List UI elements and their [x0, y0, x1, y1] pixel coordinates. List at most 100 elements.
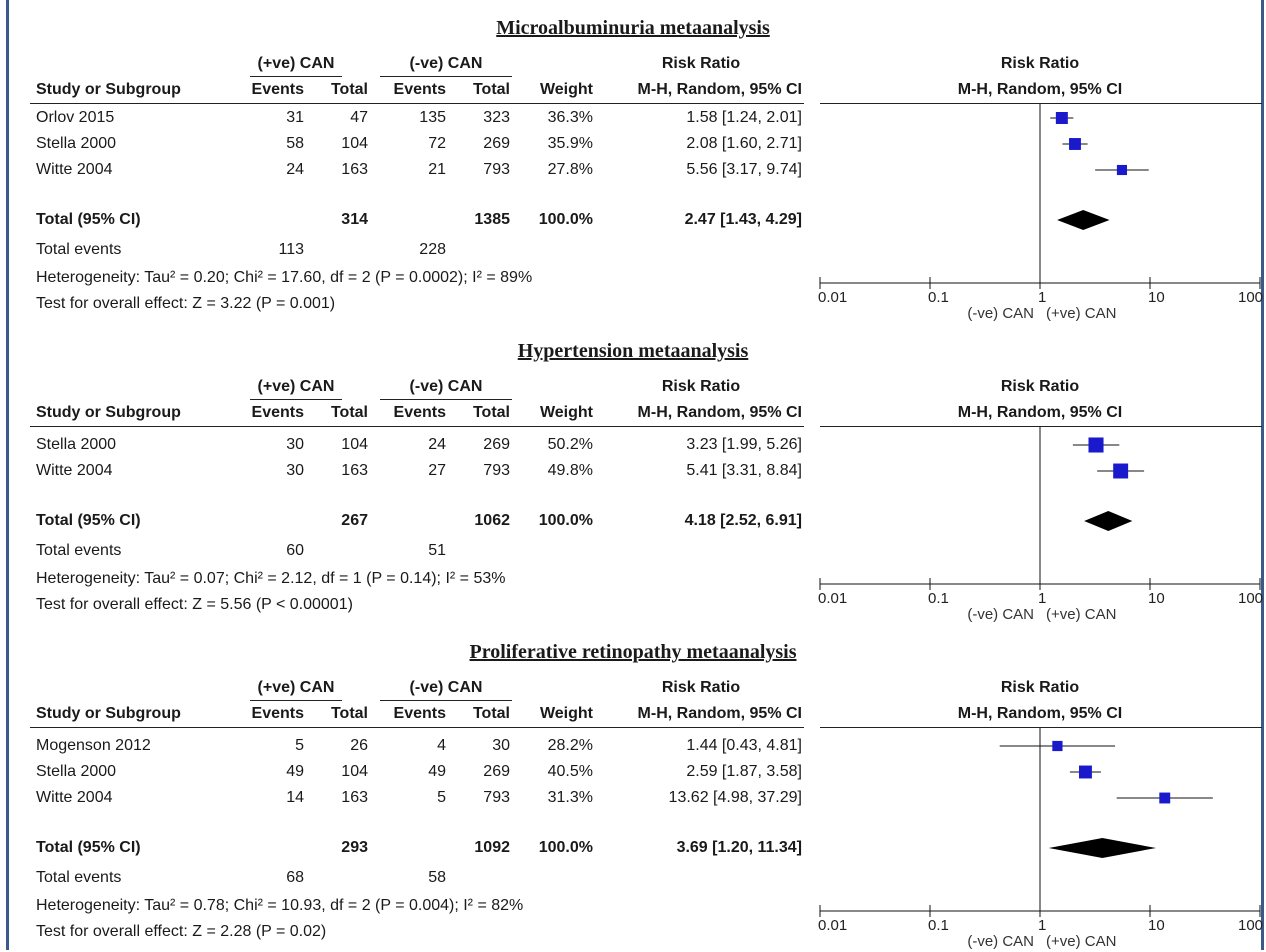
forest-plot: 0.01 0.1 1 10 100 (-ve) CAN (+ve) CAN [818, 104, 1263, 322]
x-tick-label: 0.01 [818, 289, 847, 306]
weight-cell: 27.8% [547, 161, 593, 178]
axis-left-label: (-ve) CAN [967, 606, 1034, 623]
axis-left-label: (-ve) CAN [967, 305, 1034, 322]
events1-cell: 49 [286, 763, 304, 780]
x-tick-label: 100 [1238, 590, 1263, 607]
events2-cell: 135 [419, 109, 446, 126]
total2-cell: 1062 [474, 512, 510, 529]
weight-cell: 50.2% [547, 436, 593, 453]
study-point-square [1069, 138, 1081, 150]
plot-rr-header: Risk Ratio [1000, 679, 1080, 696]
study-point-square [1088, 437, 1104, 453]
x-tick-label: 10 [1148, 590, 1165, 607]
forest-panel-microalbuminuria: Microalbuminuria metaanalysis (+ve) CAN … [0, 0, 1266, 322]
x-tick-label: 0.1 [928, 289, 949, 306]
group1-header: (+ve) CAN [257, 679, 335, 696]
group2-underline [380, 700, 512, 701]
events1-header: Events [251, 81, 304, 98]
figure-frame [6, 0, 1264, 950]
group1-underline [250, 700, 342, 701]
events1-cell: 24 [286, 161, 304, 178]
weight-cell: 28.2% [547, 737, 593, 754]
rr-header: Risk Ratio [661, 679, 741, 696]
total1-header: Total [330, 705, 368, 722]
forest-panel-hypertension: Hypertension metaanalysis (+ve) CAN (-ve… [0, 323, 1266, 641]
ci-cell: 2.08 [1.60, 2.71] [686, 135, 802, 152]
events1-cell: 5 [295, 737, 304, 754]
study-point-square [1113, 463, 1129, 479]
total-weight: 100.0% [538, 512, 593, 529]
pooled-estimate-diamond [1084, 511, 1133, 531]
table-header-rule [30, 103, 804, 104]
study-name: Orlov 2015 [36, 109, 115, 126]
total2-cell: 793 [483, 462, 510, 479]
total-label: Total (95% CI) [36, 512, 141, 529]
weight-cell: 35.9% [547, 135, 593, 152]
total2-cell: 1092 [474, 839, 510, 856]
events1-cell: 58 [286, 135, 304, 152]
x-tick-label: 0.1 [928, 917, 949, 934]
total-label: Total (95% CI) [36, 211, 141, 228]
group1-underline [250, 399, 342, 400]
forest-plot: 0.01 0.1 1 10 100 (-ve) CAN (+ve) CAN [818, 427, 1263, 623]
total-events1: 60 [286, 542, 304, 559]
ci-cell: 1.58 [1.24, 2.01] [686, 109, 802, 126]
heterogeneity-text: Heterogeneity: Tau² = 0.20; Chi² = 17.60… [36, 269, 533, 286]
study-header: Study or Subgroup [36, 404, 181, 421]
total1-header: Total [330, 81, 368, 98]
axis-left-label: (-ve) CAN [967, 933, 1034, 950]
group1-underline [250, 76, 342, 77]
total-events2: 228 [419, 241, 446, 258]
ci-cell: 5.56 [3.17, 9.74] [686, 161, 802, 178]
total1-cell: 163 [341, 161, 368, 178]
events2-cell: 49 [428, 763, 446, 780]
group2-underline [380, 399, 512, 400]
ci-cell: 5.41 [3.31, 8.84] [686, 462, 802, 479]
group1-header: (+ve) CAN [257, 378, 335, 395]
total2-cell: 323 [483, 109, 510, 126]
total1-cell: 104 [341, 436, 368, 453]
total2-cell: 269 [483, 135, 510, 152]
pooled-estimate-diamond [1057, 210, 1110, 230]
study-name: Stella 2000 [36, 135, 117, 152]
total-ci: 3.69 [1.20, 11.34] [676, 839, 802, 856]
group1-header: (+ve) CAN [257, 55, 335, 72]
study-name: Stella 2000 [36, 763, 117, 780]
table-header-rule [30, 426, 804, 427]
table-header-rule [30, 727, 804, 728]
events1-cell: 31 [286, 109, 304, 126]
study-name: Mogenson 2012 [36, 737, 151, 754]
total2-cell: 30 [492, 737, 510, 754]
method-header: M-H, Random, 95% CI [637, 404, 802, 421]
x-tick-label: 1 [1038, 289, 1046, 306]
total-ci: 2.47 [1.43, 4.29] [684, 211, 802, 228]
events2-header: Events [393, 81, 446, 98]
ci-cell: 13.62 [4.98, 37.29] [668, 789, 802, 806]
total1-cell: 163 [341, 462, 368, 479]
rr-header: Risk Ratio [661, 378, 741, 395]
study-point-square [1079, 765, 1092, 779]
x-tick-label: 1 [1038, 917, 1046, 934]
rr-header: Risk Ratio [661, 55, 741, 72]
total1-header: Total [330, 404, 368, 421]
ci-cell: 2.59 [1.87, 3.58] [686, 763, 802, 780]
x-tick-label: 0.01 [818, 590, 847, 607]
x-tick-label: 100 [1238, 917, 1263, 934]
total-ci: 4.18 [2.52, 6.91] [684, 512, 802, 529]
weight-cell: 31.3% [547, 789, 593, 806]
study-header: Study or Subgroup [36, 81, 181, 98]
group2-header: (-ve) CAN [409, 679, 483, 696]
overall-effect-text: Test for overall effect: Z = 2.28 (P = 0… [36, 923, 327, 940]
weight-cell: 40.5% [547, 763, 593, 780]
events2-cell: 4 [437, 737, 446, 754]
weight-header: Weight [539, 81, 593, 98]
events2-header: Events [393, 404, 446, 421]
events1-cell: 30 [286, 462, 304, 479]
study-name: Witte 2004 [36, 462, 113, 479]
plot-method-header: M-H, Random, 95% CI [957, 81, 1123, 98]
total1-cell: 267 [341, 512, 368, 529]
total1-cell: 104 [341, 763, 368, 780]
panel-title: Proliferative retinopathy metaanalysis [469, 641, 797, 663]
total2-cell: 269 [483, 436, 510, 453]
total1-cell: 314 [341, 211, 368, 228]
